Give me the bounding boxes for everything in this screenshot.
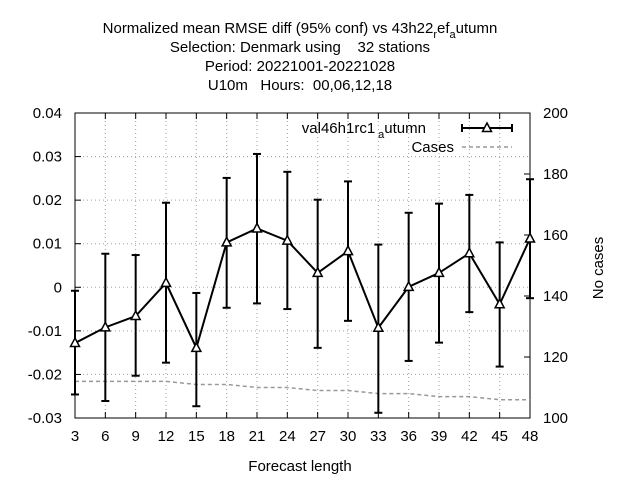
val46-line [74,227,531,351]
x-tick-label: 33 [370,428,387,445]
data-point [220,235,233,247]
title-line-2: Selection: Denmark using 32 stations [170,39,430,56]
title-line-3: Period: 20221001-20221028 [205,58,395,75]
data-point [281,234,294,245]
x-tick-label: 27 [309,428,326,445]
x-tick-label: 36 [400,428,417,445]
x-tick-label: 24 [279,428,296,445]
title-line-1: Normalized mean RMSE diff (95% conf) vs … [103,20,498,41]
x-tick-label: 21 [249,428,266,445]
y2-tick-label: 140 [543,288,568,305]
y2-axis-label: No cases [590,237,607,300]
axes: 3 6 9 12 15 18 21 24 27 30 33 36 39 42 45 480.040.030.0… [28,105,568,445]
data-point [493,297,506,309]
y2-tick-label: 120 [543,349,568,366]
data-point [129,309,142,321]
x-tick-label: 6 [101,428,109,445]
y-tick-label: 0.03 [33,149,62,166]
title-line-4: U10m Hours: 00,06,12,18 [208,77,392,94]
data-point [372,321,385,333]
y-tick-label: 0.04 [33,105,62,122]
data-point [433,266,445,278]
y-tick-label: -0.01 [28,323,62,340]
data-point [402,280,415,292]
cases-line [75,380,530,401]
data-point [69,336,81,348]
y-tick-label: -0.02 [28,366,62,383]
data-point [463,246,476,258]
x-tick-label: 12 [158,428,175,445]
legend-marker [481,121,493,133]
legend-sample-val46 [461,121,513,133]
plot-frame [74,112,531,419]
val46-series [69,152,536,414]
x-tick-label: 45 [491,428,508,445]
y-tick-label: 0 [54,279,62,296]
y-tick-label: 0.02 [33,192,62,209]
data-point [160,276,172,288]
x-tick-label: 3 [71,428,79,445]
y2-tick-label: 160 [543,227,568,244]
x-tick-label: 39 [431,428,448,445]
x-tick-label: 18 [218,428,235,445]
y2-tick-label: 100 [543,410,568,427]
grid [75,113,530,418]
x-axis-label: Forecast length [248,458,351,475]
data-point [342,244,354,256]
chart-title: Normalized mean RMSE diff (95% conf) vs … [103,20,498,94]
data-point [251,221,263,233]
x-tick-label: 15 [188,428,205,445]
x-tick-label: 9 [131,428,139,445]
cases-series [75,380,530,401]
y2-tick-label: 180 [543,166,568,183]
y-tick-label: 0.01 [33,236,62,253]
data-point [190,341,203,353]
x-tick-label: 42 [461,428,478,445]
legend-label-val46: val46h1rc1 autumn [302,120,426,141]
y2-tick-label: 200 [543,105,568,122]
data-point [311,266,324,278]
data-point [524,231,536,243]
legend-label-cases: Cases [411,139,454,156]
y-tick-label: -0.03 [28,410,62,427]
legend: val46h1rc1 autumn Cases [302,120,513,156]
x-tick-label: 48 [522,428,539,445]
data-point [99,320,112,332]
x-tick-label: 30 [340,428,357,445]
